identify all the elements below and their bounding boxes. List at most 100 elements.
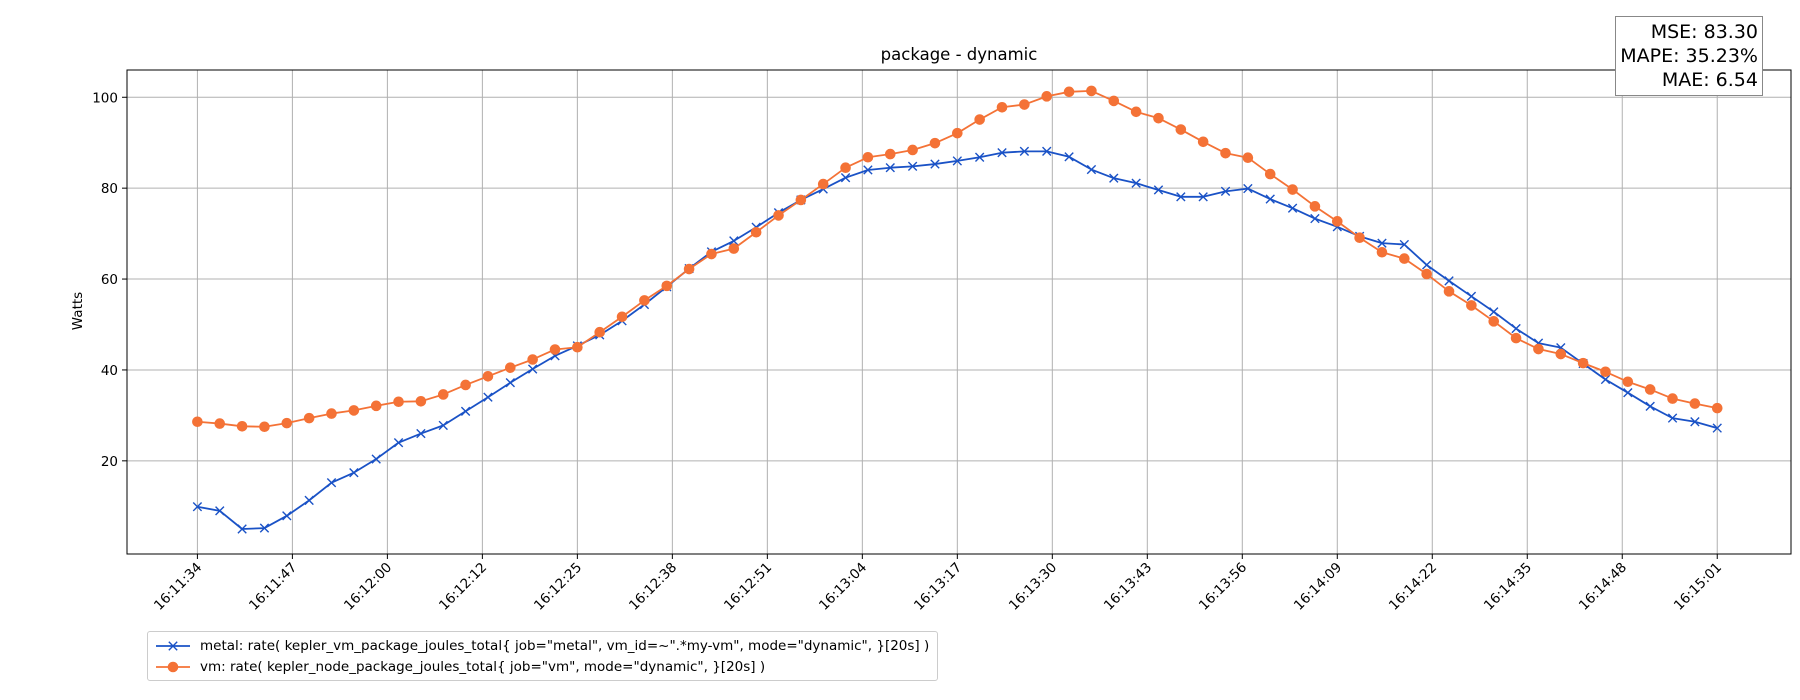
data-point-vm [929,137,941,149]
data-point-metal [1511,323,1521,334]
data-point-vm [1644,384,1656,395]
legend-swatch-vm [156,661,190,672]
data-point-vm [415,396,427,407]
data-point-metal [259,523,270,533]
data-point-vm [1600,366,1611,378]
data-point-vm [1622,376,1634,388]
data-point-metal [237,524,247,534]
y-tick-label: 80 [101,181,118,197]
data-point-vm [1488,316,1500,327]
data-point-metal [1421,260,1432,270]
x-tick-label: 16:12:51 [721,560,775,614]
x-tick-label: 16:13:04 [816,560,870,614]
data-point-vm [1242,152,1254,164]
x-tick-label: 16:14:22 [1386,560,1440,614]
data-point-vm [907,144,918,156]
x-tick-label: 16:13:56 [1196,560,1250,614]
data-point-vm [393,396,404,408]
data-point-metal [1690,417,1700,427]
legend-entry-metal: metal: rate( kepler_vm_package_joules_to… [154,635,929,656]
legend-label-vm: vm: rate( kepler_node_package_joules_tot… [200,658,766,675]
y-tick-label: 100 [92,90,118,106]
data-point-vm [214,418,226,429]
data-point-metal [1019,146,1030,157]
data-point-metal [1667,413,1678,423]
x-tick-label: 16:14:09 [1291,560,1345,614]
series-layer [192,85,1723,534]
data-point-metal [1086,164,1097,175]
data-point-metal [1064,152,1074,162]
data-point-vm [1443,286,1455,297]
data-point-vm [348,405,360,416]
data-point-vm [1711,402,1723,414]
data-point-vm [1421,268,1432,280]
data-point-metal [371,454,381,464]
data-point-metal [952,156,963,166]
mse-value: MSE: 83.30 [1650,21,1758,43]
data-point-vm [996,101,1008,113]
data-point-metal [304,495,314,506]
metrics-box: MSE: 83.30 MAPE: 35.23% MAE: 6.54 [1615,16,1763,96]
data-point-vm [1555,348,1567,360]
data-point-metal [1131,178,1141,188]
data-point-vm [1331,216,1343,227]
x-tick-label: 16:13:43 [1101,560,1155,614]
data-point-metal [1310,213,1320,224]
y-tick-label: 40 [101,363,118,379]
data-point-metal [1645,401,1655,411]
data-point-metal [1287,203,1298,213]
data-point-vm [594,326,606,338]
legend-swatch-metal [156,640,190,651]
x-tick-label: 16:12:25 [531,560,585,614]
data-point-vm [661,280,673,292]
data-point-metal [1712,423,1722,433]
data-point-vm [1577,357,1589,369]
x-tick-label: 16:14:48 [1576,560,1630,614]
data-point-metal [1377,238,1387,248]
data-point-vm [527,354,538,365]
data-point-vm [370,400,382,412]
data-point-vm [1466,300,1477,311]
x-tick-label: 16:11:34 [151,560,205,614]
data-point-vm [884,148,896,160]
data-point-metal [326,477,337,488]
data-point-metal [282,511,292,521]
data-point-vm [795,194,807,206]
x-tick-label: 16:12:00 [341,560,395,614]
data-point-metal [974,152,985,162]
y-tick-label: 60 [101,272,118,288]
data-point-vm [259,421,270,433]
data-point-metal [1623,387,1633,398]
data-point-metal [192,502,203,512]
data-point-vm [862,151,874,163]
data-point-vm [773,210,784,221]
legend-label-metal: metal: rate( kepler_vm_package_joules_to… [200,637,930,654]
data-point-metal [1265,194,1275,204]
axis-ticks: 16:11:34 16:11:47 16:12:00 16:12:12 16:12:25… [92,90,1725,613]
data-point-metal [840,173,851,183]
x-tick-label: 16:14:35 [1481,560,1535,614]
series-vm [192,85,1723,433]
data-point-vm [1510,332,1522,344]
legend: metal: rate( kepler_vm_package_joules_to… [147,631,939,681]
data-point-vm [706,248,717,260]
data-point-vm [1287,184,1298,195]
mae-value: MAE: 6.54 [1661,69,1758,91]
data-point-metal [1399,239,1410,250]
data-point-metal [1198,192,1208,202]
data-point-vm [1399,253,1410,264]
data-point-vm [572,341,583,353]
data-point-vm [1376,246,1388,258]
x-tick-label: 16:12:12 [436,560,490,614]
data-point-vm [1175,124,1187,135]
data-point-vm [1197,136,1209,148]
data-point-metal [483,392,493,402]
legend-swatch-marker [168,640,178,651]
data-point-metal [907,161,918,172]
data-point-vm [1086,85,1097,97]
data-point-metal [997,148,1007,158]
data-point-metal [416,428,426,439]
data-point-metal [1444,276,1454,286]
data-point-vm [1354,232,1365,243]
